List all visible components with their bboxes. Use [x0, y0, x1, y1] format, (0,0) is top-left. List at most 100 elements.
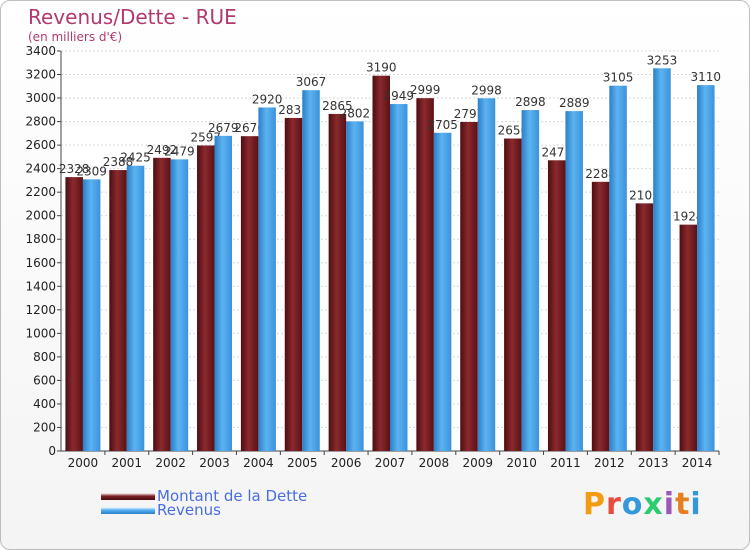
data-label-dette: 2471 [541, 145, 572, 159]
data-label-dette: 2388 [103, 155, 134, 169]
y-tick-label: 600 [33, 373, 56, 387]
bar-dette [197, 145, 215, 451]
bar-revenus [346, 121, 364, 452]
y-tick-label: 1400 [25, 279, 56, 293]
data-label-revenus: 2802 [340, 106, 371, 120]
y-tick-label: 3000 [25, 91, 56, 105]
x-tick-label: 2012 [594, 456, 625, 470]
data-label-dette: 2105 [629, 188, 660, 202]
y-tick-label: 2400 [25, 162, 56, 176]
bar-dette [153, 157, 171, 451]
x-tick-label: 2005 [287, 456, 318, 470]
data-label-dette: 2328 [59, 162, 90, 176]
logo-letter: o [621, 487, 644, 522]
bar-revenus [214, 135, 233, 451]
data-label-revenus: 2705 [427, 118, 458, 132]
x-tick-label: 2008 [419, 456, 450, 470]
bar-dette [328, 113, 347, 452]
y-tick-label: 200 [33, 420, 56, 434]
bar-revenus [565, 111, 583, 451]
x-tick-label: 2007 [375, 456, 406, 470]
bar-revenus [302, 90, 320, 452]
x-tick-label: 2000 [68, 456, 99, 470]
y-tick-label: 1800 [25, 232, 56, 246]
x-tick-label: 2013 [638, 456, 669, 470]
bar-dette [679, 224, 698, 451]
y-tick-label: 1000 [25, 326, 56, 340]
x-tick-label: 2004 [243, 456, 274, 470]
legend-item-revenus: Revenus [101, 501, 221, 519]
bar-revenus [82, 179, 101, 451]
data-label-revenus: 2898 [515, 95, 546, 109]
bar-revenus [258, 107, 276, 452]
bar-dette [65, 177, 83, 451]
x-tick-label: 2010 [506, 456, 537, 470]
bar-dette [460, 121, 478, 452]
bar-dette [372, 75, 390, 452]
chart-title: Revenus/Dette - RUE [28, 5, 237, 29]
bar-revenus [390, 104, 408, 451]
x-tick-label: 2014 [682, 456, 713, 470]
legend-item-dette: Montant de la Dette [101, 487, 308, 505]
legend-label-dette: Montant de la Dette [157, 487, 308, 505]
data-label-revenus: 2309 [76, 164, 107, 178]
y-tick-label: 2200 [25, 185, 56, 199]
data-label-revenus: 3067 [296, 75, 327, 89]
logo-letter: r [606, 487, 622, 522]
data-label-revenus: 2425 [120, 151, 151, 165]
logo-letter: i [663, 487, 676, 522]
legend-swatch-dette [101, 492, 155, 500]
bar-dette [109, 170, 127, 451]
data-label-revenus: 2949 [383, 89, 414, 103]
data-label-revenus: 2920 [252, 92, 283, 106]
logo-letter: P [583, 487, 606, 522]
x-tick-label: 2006 [331, 456, 362, 470]
data-label-revenus: 3110 [691, 70, 722, 84]
data-label-dette: 2656 [498, 124, 529, 138]
y-tick-label: 3200 [25, 68, 56, 82]
bar-revenus [609, 85, 627, 452]
logo-letter: x [643, 487, 664, 522]
bar-revenus [521, 110, 540, 451]
y-tick-label: 1600 [25, 256, 56, 270]
y-tick-label: 2600 [25, 138, 56, 152]
bar-revenus [653, 68, 671, 451]
bar-dette [635, 203, 654, 451]
bar-dette [416, 98, 434, 452]
data-label-dette: 2288 [585, 167, 616, 181]
data-label-revenus: 2679 [208, 121, 239, 135]
bar-dette [284, 117, 303, 452]
y-tick-label: 2000 [25, 209, 56, 223]
data-label-dette: 2492 [147, 143, 178, 157]
chart-subtitle: (en milliers d'€) [28, 30, 123, 44]
x-tick-label: 2011 [550, 456, 581, 470]
logo-letter: i [690, 487, 702, 522]
data-label-revenus: 2479 [164, 144, 195, 158]
data-label-revenus: 2998 [471, 83, 502, 97]
y-tick-label: 400 [33, 397, 56, 411]
data-label-dette: 2865 [322, 99, 353, 113]
y-tick-label: 800 [33, 350, 56, 364]
data-label-dette: 2999 [410, 83, 441, 97]
data-label-dette: 2597 [191, 130, 222, 144]
bar-dette [591, 181, 610, 451]
proxiti-logo: Proxiti [583, 487, 702, 522]
bar-revenus [170, 159, 189, 451]
data-label-dette: 3190 [366, 61, 397, 75]
data-label-revenus: 2889 [559, 96, 590, 110]
y-tick-label: 3400 [25, 44, 56, 58]
bar-revenus [697, 85, 715, 451]
x-tick-label: 2009 [462, 456, 493, 470]
bar-revenus [126, 165, 145, 452]
data-label-dette: 2676 [234, 121, 265, 135]
logo-letter: t [675, 487, 691, 522]
y-tick-label: 2800 [25, 115, 56, 129]
data-label-revenus: 3105 [603, 71, 634, 85]
bar-revenus [477, 98, 496, 451]
x-tick-label: 2002 [155, 456, 186, 470]
data-label-dette: 1924 [673, 210, 704, 224]
x-tick-label: 2001 [112, 456, 143, 470]
bar-revenus [433, 132, 452, 451]
